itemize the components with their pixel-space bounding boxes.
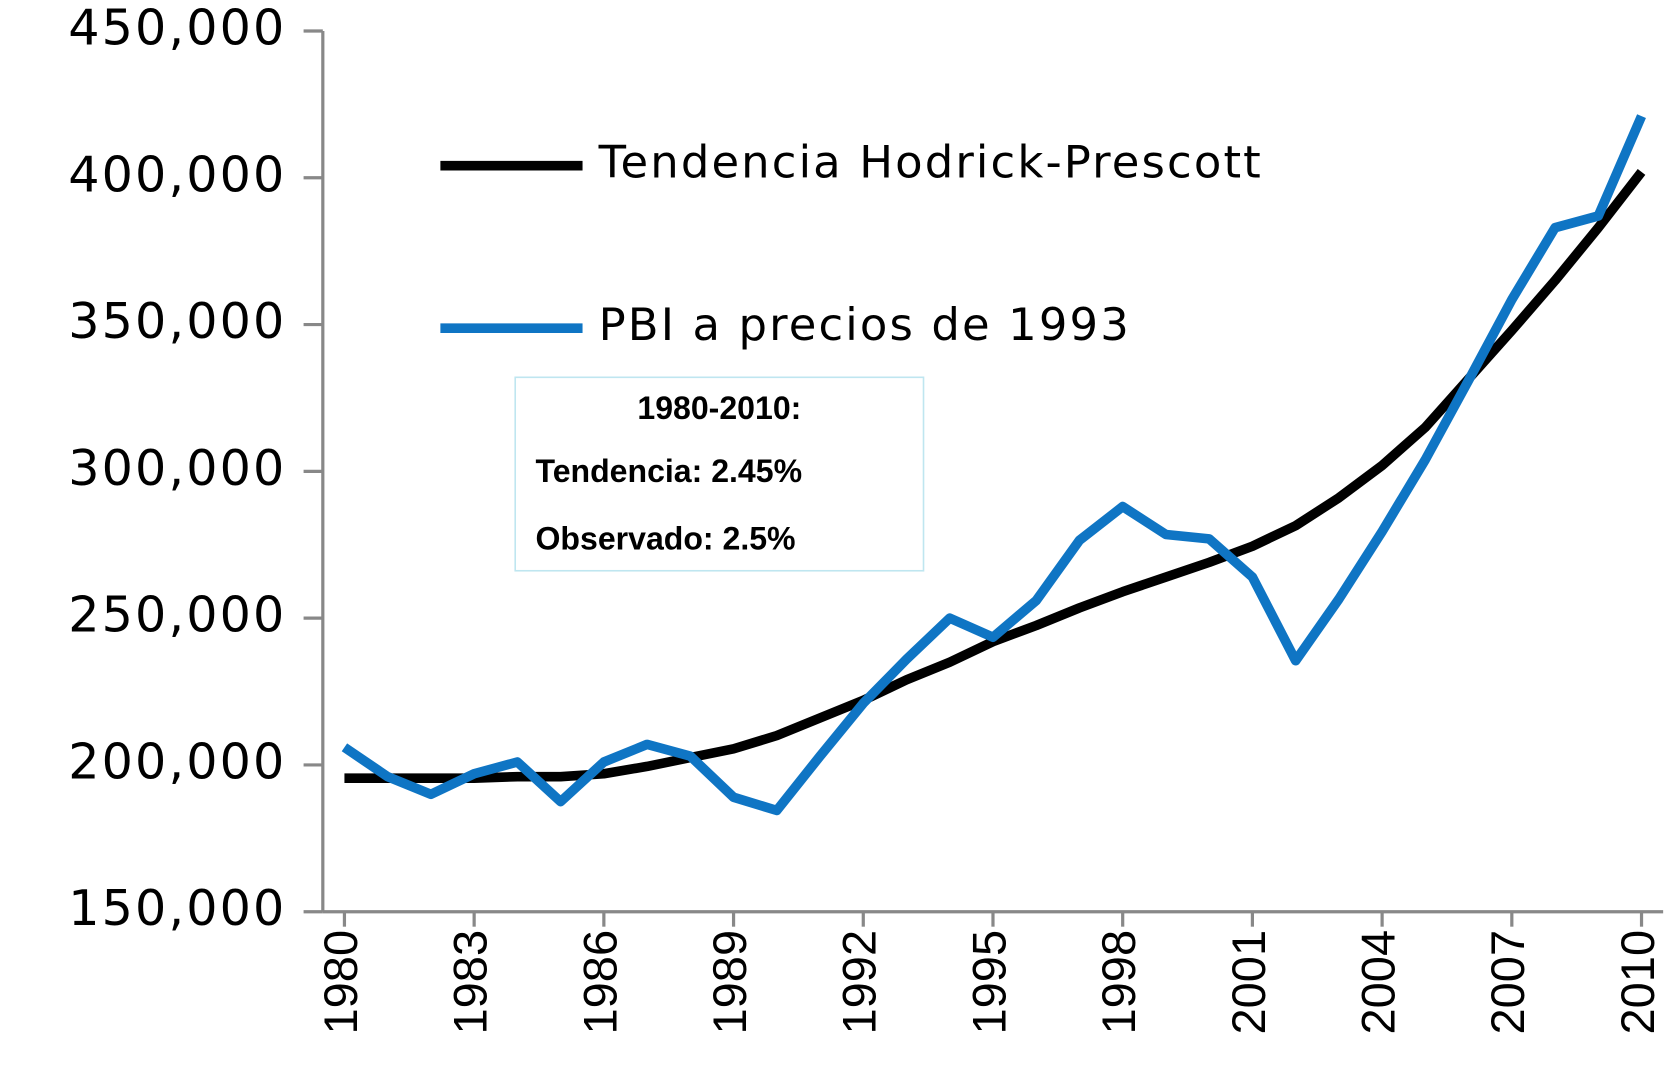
- y-tick-label: 350,000: [68, 292, 286, 350]
- legend-label: PBI a precios de 1993: [599, 298, 1131, 351]
- x-tick-label: 1998: [1092, 930, 1145, 1035]
- legend-label: Tendencia Hodrick-Prescott: [598, 136, 1263, 189]
- y-tick-label: 450,000: [68, 0, 286, 56]
- annotation: Tendencia: 2.45%: [536, 453, 803, 489]
- x-tick-label: 2010: [1611, 930, 1664, 1035]
- x-tick-label: 2001: [1222, 930, 1275, 1035]
- x-tick-label: 2007: [1481, 930, 1534, 1035]
- y-tick-label: 400,000: [68, 145, 286, 203]
- annotation-box: [514, 376, 925, 572]
- y-tick-label: 150,000: [68, 879, 286, 937]
- x-tick-label: 1986: [573, 930, 626, 1035]
- x-tick-label: 1983: [444, 930, 497, 1035]
- x-tick-label: 1989: [703, 930, 756, 1035]
- series-line: [341, 114, 1646, 816]
- annotation: 1980-2010:: [637, 390, 801, 426]
- x-tick-label: 2004: [1352, 930, 1405, 1035]
- x-tick-label: 1980: [314, 930, 367, 1035]
- x-tick-label: 1995: [962, 930, 1015, 1035]
- y-tick-label: 300,000: [68, 439, 286, 497]
- x-tick-label: 1992: [833, 930, 886, 1035]
- y-tick-label: 200,000: [68, 732, 286, 790]
- y-tick-label: 250,000: [68, 586, 286, 644]
- annotation: Observado: 2.5%: [536, 520, 796, 556]
